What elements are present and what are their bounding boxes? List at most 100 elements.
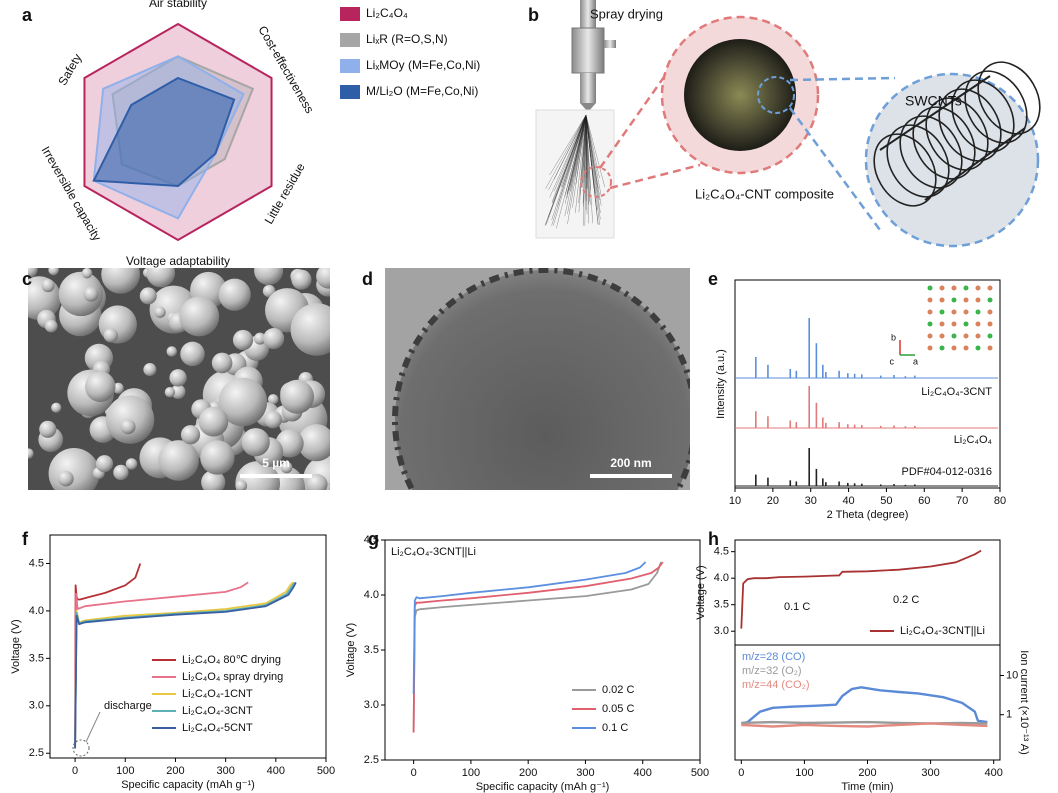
series-label: PDF#04-012-0316 xyxy=(901,466,992,478)
atom xyxy=(939,333,945,339)
y-tick-label: 2.5 xyxy=(29,747,44,759)
tube-circle xyxy=(864,72,1040,248)
particle xyxy=(83,286,99,302)
x-tick-label: 100 xyxy=(116,765,134,777)
scale-bar-label: 5 µm xyxy=(262,456,290,470)
y-tick-label: 3.5 xyxy=(714,599,729,611)
radar-axis-label: Air stability xyxy=(149,0,207,10)
atom xyxy=(951,285,957,291)
y-tick-label: 3.0 xyxy=(714,625,729,637)
tube-ring xyxy=(938,88,1002,162)
panel-label: f xyxy=(22,529,29,549)
y-axis-label: Intensity (a.u.) xyxy=(715,349,727,419)
particle xyxy=(51,402,62,413)
legend-label: LiₓR (R=O,S,N) xyxy=(366,32,448,46)
particle xyxy=(120,419,136,435)
x-tick-label: 100 xyxy=(462,767,480,779)
radar-axis-label: Voltage adaptability xyxy=(126,254,230,268)
x-tick-label: 400 xyxy=(267,765,285,777)
atom xyxy=(939,297,945,303)
diagram-label: Spray drying xyxy=(590,6,663,21)
particle xyxy=(143,363,157,377)
legend-label: M/Li₂O (M=Fe,Co,Ni) xyxy=(366,84,478,98)
spray-line xyxy=(553,114,587,192)
atom xyxy=(927,345,933,351)
series-line xyxy=(412,561,662,733)
atom xyxy=(927,321,933,327)
y-axis-label: Ion current (×10⁻¹³ A) xyxy=(1018,650,1030,755)
atom xyxy=(939,321,945,327)
particle xyxy=(139,287,157,305)
particle xyxy=(112,382,124,394)
y-tick-label: 4.0 xyxy=(29,605,44,617)
particle xyxy=(169,369,187,387)
diagram-label: Li₂C₄O₄-CNT composite xyxy=(695,186,834,201)
x-tick-label: 0 xyxy=(738,767,744,779)
atom xyxy=(951,297,957,303)
chart-title: Li₂C₄O₄-3CNT||Li xyxy=(391,546,476,558)
legend-label: LiₓMOy (M=Fe,Co,Ni) xyxy=(366,58,480,72)
particle xyxy=(297,424,330,462)
atom xyxy=(987,333,993,339)
particle xyxy=(103,328,118,343)
atom xyxy=(975,345,981,351)
atom xyxy=(951,333,957,339)
particle xyxy=(291,269,312,290)
y-tick-label: 1 xyxy=(1006,709,1012,721)
x-tick-label: 400 xyxy=(634,767,652,779)
particle xyxy=(264,410,282,429)
particle xyxy=(84,371,116,402)
atom xyxy=(975,309,981,315)
particle xyxy=(201,470,226,490)
atom xyxy=(963,297,969,303)
atom xyxy=(939,285,945,291)
spray-line xyxy=(575,114,587,213)
tube-ring xyxy=(899,115,963,189)
particle xyxy=(28,268,38,278)
y-tick-label: 4.0 xyxy=(714,572,729,584)
particles xyxy=(28,268,330,490)
nozzle xyxy=(580,103,596,112)
x-tick-label: 500 xyxy=(317,765,335,777)
particle xyxy=(200,440,235,475)
radar-area xyxy=(92,76,236,188)
particle xyxy=(41,279,55,293)
annotation: 0.1 C xyxy=(784,601,810,613)
spray-line xyxy=(585,114,599,225)
atom xyxy=(927,309,933,315)
spray-line xyxy=(572,114,587,208)
atom xyxy=(987,297,993,303)
legend-label: m/z=28 (CO) xyxy=(742,651,805,663)
particle xyxy=(218,377,268,427)
zoom-circle xyxy=(580,166,612,198)
particle xyxy=(254,268,284,286)
x-tick-label: 400 xyxy=(985,767,1003,779)
legend-label: Li₂C₄O₄ 80℃ drying xyxy=(182,654,281,666)
legend-label: Li₂C₄O₄-3CNT||Li xyxy=(900,625,985,637)
spray-line xyxy=(578,114,587,213)
atom xyxy=(963,321,969,327)
particle xyxy=(280,379,315,414)
atom xyxy=(927,285,933,291)
spray-line xyxy=(574,114,587,177)
spray-line xyxy=(549,114,587,176)
legend-label: Li₂C₄O₄ xyxy=(366,6,408,20)
x-tick-label: 0 xyxy=(411,767,417,779)
nozzle xyxy=(571,27,605,74)
tube-edge xyxy=(924,127,1026,201)
y-axis-label: Voltage (V) xyxy=(345,623,357,677)
nozzle xyxy=(604,40,616,48)
tube-ring xyxy=(912,106,976,180)
atom xyxy=(939,345,945,351)
series-label: Li₂C₄O₄ xyxy=(954,434,993,446)
spray-line xyxy=(549,114,587,198)
zoom-line xyxy=(609,163,701,190)
tube-edge xyxy=(879,75,991,151)
particle xyxy=(218,278,251,311)
particle xyxy=(48,448,100,490)
y-tick-label: 4.0 xyxy=(364,589,379,601)
x-tick-label: 200 xyxy=(858,767,876,779)
x-tick-label: 100 xyxy=(795,767,813,779)
x-tick-label: 300 xyxy=(216,765,234,777)
legend-label: 0.02 C xyxy=(602,684,634,696)
